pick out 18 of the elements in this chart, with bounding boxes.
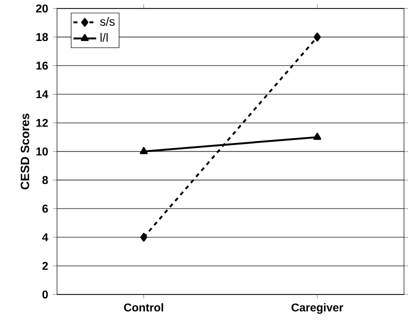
point <box>140 232 148 242</box>
y-tick-label: 20 <box>36 4 48 12</box>
y-tick-label: 8 <box>42 176 48 184</box>
point <box>314 32 321 42</box>
y-tick-label: 4 <box>42 233 48 241</box>
y-tick-label: 18 <box>36 32 48 41</box>
x-tick-label: Caregiver <box>292 302 344 314</box>
y-tick-label: 12 <box>36 118 48 127</box>
y-tick-label: 10 <box>36 147 48 156</box>
legend-label: l/l <box>100 32 108 42</box>
y-tick-label: 6 <box>42 204 48 212</box>
y-tick-label: 16 <box>36 61 48 70</box>
y-tick-label: 2 <box>42 262 48 270</box>
y-axis-title: CESD Scores <box>20 113 30 190</box>
y-tick-label: 14 <box>36 90 48 98</box>
x-tick-label: Control <box>124 302 164 312</box>
y-tick-label: 0 <box>42 290 48 298</box>
legend-label: s/s <box>100 16 115 26</box>
